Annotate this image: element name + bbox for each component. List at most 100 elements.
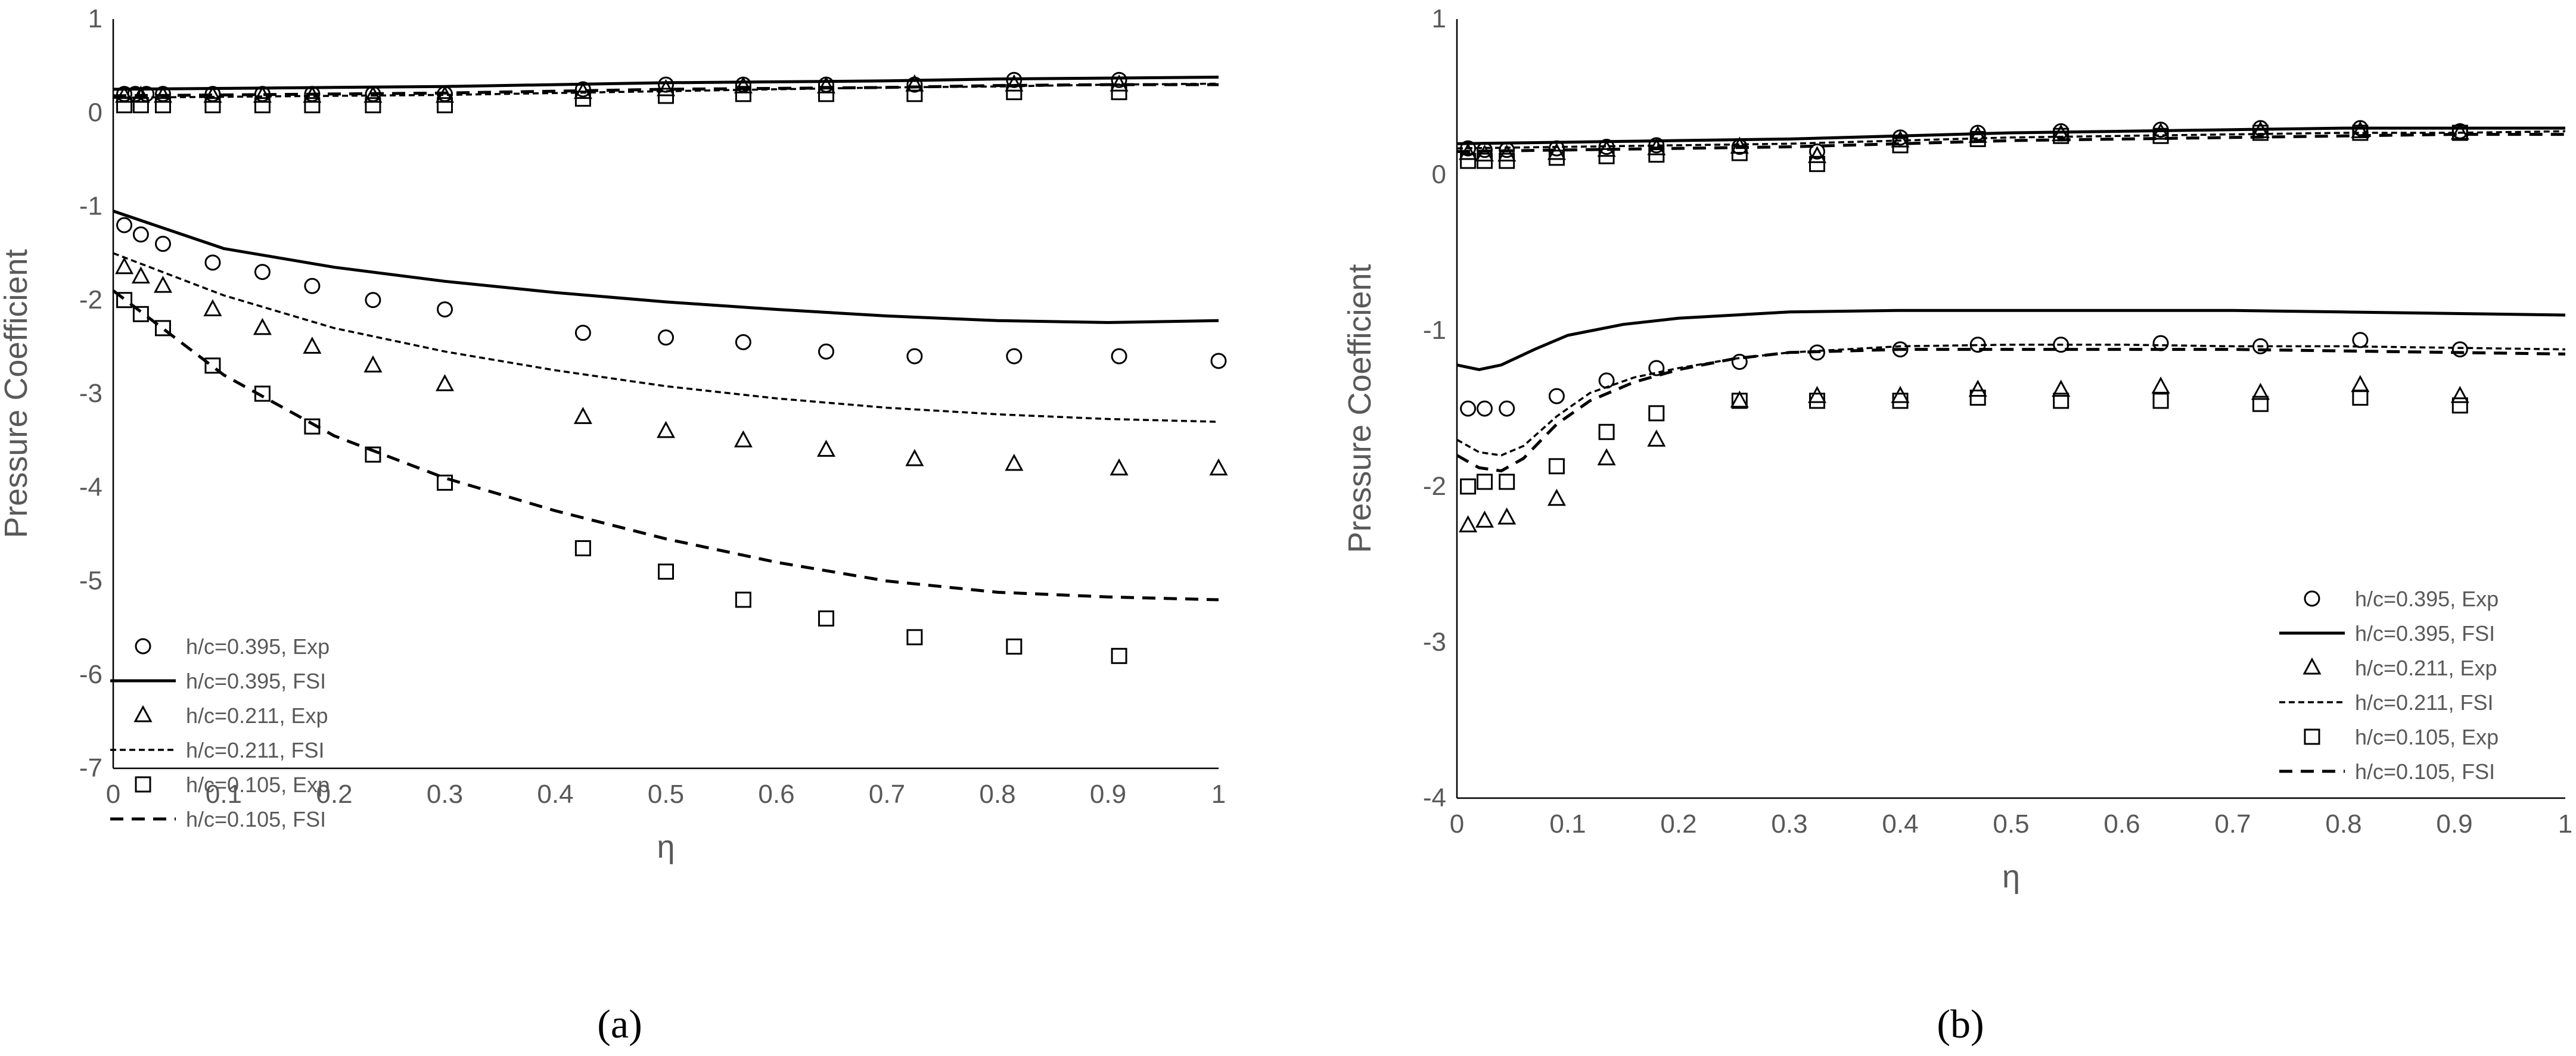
data-point-square bbox=[2053, 393, 2069, 409]
data-point-square bbox=[154, 320, 171, 337]
data-point-circle bbox=[437, 301, 453, 317]
y-tick-label: -2 bbox=[1423, 472, 1446, 501]
series-line bbox=[1456, 126, 2565, 145]
y-tick-label: -4 bbox=[79, 472, 102, 501]
legend-marker-triangle bbox=[2302, 657, 2322, 675]
data-point-triangle bbox=[573, 407, 592, 424]
data-point-square bbox=[735, 591, 751, 608]
series-line bbox=[1456, 343, 2566, 457]
series-line bbox=[113, 83, 1219, 98]
y-tick-label: 0 bbox=[1432, 160, 1446, 189]
data-point-triangle bbox=[1475, 510, 1494, 528]
legend-label: h/c=0.395, Exp bbox=[186, 634, 330, 659]
data-point-square bbox=[365, 446, 381, 463]
x-tick-label: 0.4 bbox=[1882, 809, 1918, 839]
data-point-triangle bbox=[2151, 376, 2170, 394]
data-point-square bbox=[658, 563, 674, 580]
data-point-square bbox=[1460, 478, 1477, 495]
data-point-circle bbox=[735, 334, 751, 351]
data-point-square bbox=[906, 629, 923, 646]
data-point-square bbox=[2053, 127, 2069, 144]
panel-caption: (a) bbox=[597, 1001, 642, 1046]
data-point-circle bbox=[365, 292, 381, 309]
legend-marker-square bbox=[135, 776, 151, 793]
data-point-square bbox=[1477, 474, 1493, 490]
series-line bbox=[113, 210, 1219, 325]
legend: h/c=0.395, Exp h/c=0.395, FSI h/c=0.211, E… bbox=[2279, 587, 2499, 784]
data-point-circle bbox=[1809, 143, 1825, 160]
y-tick-label: 0 bbox=[88, 98, 102, 127]
y-tick-label: -1 bbox=[79, 192, 102, 221]
fsi-series-line bbox=[1456, 343, 2566, 457]
y-tick-label: -3 bbox=[1423, 627, 1446, 656]
x-tick-label: 0.3 bbox=[1771, 809, 1807, 839]
series-line bbox=[1456, 348, 2566, 473]
data-point-square bbox=[1477, 152, 1493, 169]
data-point-triangle bbox=[1459, 515, 1478, 532]
data-point-square bbox=[2451, 397, 2468, 414]
data-point-triangle bbox=[1547, 488, 1566, 506]
data-point-triangle bbox=[2151, 122, 2170, 140]
data-point-circle bbox=[2352, 332, 2369, 348]
fsi-series-line bbox=[113, 76, 1219, 91]
x-tick-label: 0.9 bbox=[2436, 809, 2472, 839]
data-point-triangle bbox=[2052, 379, 2071, 397]
data-point-triangle bbox=[905, 74, 924, 92]
data-point-triangle bbox=[1209, 458, 1228, 476]
data-point-square bbox=[437, 97, 453, 114]
data-point-square bbox=[2352, 124, 2369, 141]
data-point-square bbox=[2152, 127, 2169, 144]
data-point-triangle bbox=[1891, 385, 1910, 403]
fsi-series-line bbox=[112, 289, 1219, 602]
x-tick-label: 0.9 bbox=[1090, 780, 1126, 809]
data-point-square bbox=[116, 292, 133, 309]
y-axis-title: Pressure Coefficient bbox=[0, 249, 34, 538]
fsi-series-line bbox=[1456, 309, 2566, 372]
data-point-circle bbox=[1499, 400, 1515, 417]
data-point-triangle bbox=[303, 337, 322, 354]
data-point-square bbox=[132, 97, 149, 114]
data-point-circle bbox=[1006, 348, 1023, 365]
x-tick-label: 0.5 bbox=[1993, 809, 2029, 839]
x-tick-label: 0.8 bbox=[979, 780, 1015, 809]
legend-label: h/c=0.105, Exp bbox=[2355, 725, 2499, 749]
data-point-triangle bbox=[2351, 375, 2370, 393]
legend-label: h/c=0.395, FSI bbox=[2355, 621, 2495, 646]
data-point-square bbox=[254, 97, 271, 114]
data-point-circle bbox=[906, 348, 923, 365]
data-point-circle bbox=[254, 264, 271, 281]
x-axis-title: η bbox=[657, 829, 675, 865]
x-tick-label: 0.1 bbox=[206, 780, 242, 809]
data-point-triangle bbox=[1807, 385, 1827, 403]
legend-marker-triangle bbox=[133, 705, 153, 722]
data-point-triangle bbox=[1891, 130, 1910, 148]
x-tick-label: 0 bbox=[1450, 809, 1464, 839]
data-point-triangle bbox=[905, 448, 924, 466]
data-point-square bbox=[1006, 638, 1023, 655]
data-point-square bbox=[1006, 84, 1023, 101]
data-point-square bbox=[2352, 390, 2369, 406]
legend-marker-square bbox=[2304, 728, 2320, 745]
legend-label: h/c=0.105, FSI bbox=[2355, 759, 2495, 784]
legend-label: h/c=0.211, FSI bbox=[2355, 690, 2493, 715]
data-point-square bbox=[1499, 474, 1515, 490]
data-point-circle bbox=[154, 235, 171, 252]
data-point-triangle bbox=[435, 374, 455, 391]
data-point-triangle bbox=[1005, 74, 1024, 92]
data-point-circle bbox=[818, 343, 834, 360]
series-line bbox=[112, 289, 1219, 602]
fsi-series-line bbox=[1456, 126, 2565, 145]
x-tick-label: 0.7 bbox=[2214, 809, 2251, 839]
data-point-triangle bbox=[2450, 122, 2469, 140]
exp-series-points bbox=[116, 292, 1127, 664]
data-point-triangle bbox=[1110, 458, 1129, 476]
legend-label: h/c=0.105, FSI bbox=[186, 807, 326, 831]
data-point-square bbox=[735, 86, 751, 102]
y-tick-label: -2 bbox=[79, 285, 102, 314]
series-line bbox=[1456, 309, 2566, 372]
y-tick-label: 1 bbox=[1432, 4, 1446, 33]
series-line bbox=[1456, 130, 2566, 149]
x-tick-label: 0.2 bbox=[316, 780, 352, 809]
exp-series-points bbox=[1460, 332, 2468, 417]
